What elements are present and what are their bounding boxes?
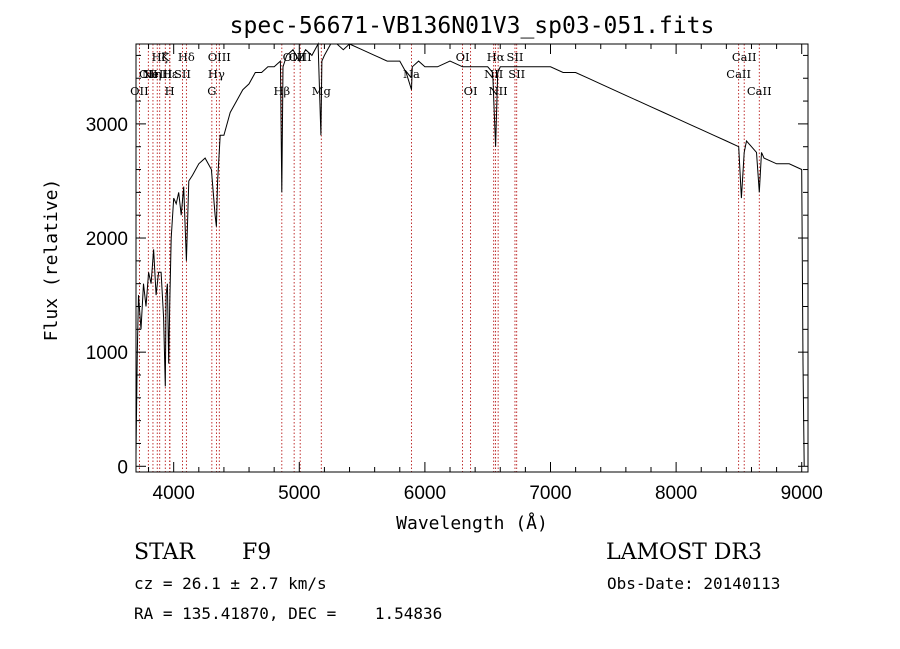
spectrum-line [135, 42, 805, 467]
spectral-line-markers [138, 44, 760, 472]
x-tick-label-6000: 6000 [404, 483, 446, 504]
chart-title: spec-56671-VB136N01V3_sp03-051.fits [230, 13, 715, 39]
line-label-13: Hβ [273, 84, 290, 98]
line-label-0: OII [130, 84, 149, 98]
x-tick-label-4000: 4000 [153, 483, 195, 504]
line-label-17: Na [403, 67, 420, 81]
y-tick-label-3000: 3000 [86, 115, 128, 136]
line-label-16: Mg [312, 84, 332, 98]
x-tick-label-5000: 5000 [278, 483, 320, 504]
object-subclass: F9 [242, 540, 272, 565]
line-label-22: NII [489, 84, 508, 98]
axes: 4000 5000 6000 7000 8000 9000 0 1000 2000 3000 [86, 43, 823, 504]
y-axis-label: Flux (relative) [41, 179, 62, 342]
y-tick-label-2000: 2000 [86, 229, 128, 250]
line-label-5: K [161, 50, 170, 64]
line-label-1: OII [139, 67, 158, 81]
y-tick-label-1000: 1000 [86, 343, 128, 364]
line-label-27: CaII [747, 84, 772, 98]
survey-name: LAMOST DR3 [606, 540, 762, 565]
line-label-21: Hα [487, 50, 505, 64]
line-label-23: SII [506, 50, 523, 64]
x-axis-label: Wavelength (Å) [396, 512, 548, 534]
line-label-3: NeIII [142, 67, 173, 81]
line-label-18: OI [456, 50, 470, 64]
line-label-11: Hγ [208, 67, 225, 81]
line-label-9: Hδ [178, 50, 195, 64]
observation-date: Obs-Date: 20140113 [607, 574, 781, 593]
line-label-7: Hε [162, 67, 178, 81]
y-tick-label-0: 0 [117, 457, 128, 478]
x-tick-label-7000: 7000 [529, 483, 571, 504]
coordinates: RA = 135.41870, DEC = 1.54836 [134, 604, 443, 623]
spectral-line-labels: OIIOIIHηNeIIIHζKHHεSIIHδGHγOIIIHβOIIIOII… [130, 50, 772, 98]
line-label-6: H [165, 84, 175, 98]
x-tick-label-9000: 9000 [781, 483, 823, 504]
line-label-20: NII [484, 67, 503, 81]
line-label-10: G [207, 84, 216, 98]
plot-frame [135, 43, 809, 473]
object-class: STAR [134, 540, 195, 565]
line-label-25: CaII [726, 67, 751, 81]
redshift-cz: cz = 26.1 ± 2.7 km/s [134, 574, 327, 593]
line-label-12: OIII [208, 50, 231, 64]
x-tick-label-8000: 8000 [655, 483, 697, 504]
line-label-26: CaII [732, 50, 757, 64]
line-label-19: OI [464, 84, 478, 98]
line-label-15: OIII [289, 50, 312, 64]
line-label-24: SII [508, 67, 525, 81]
line-label-2: Hη [144, 67, 161, 81]
line-label-8: SII [174, 67, 191, 81]
line-label-14: OIII [283, 50, 306, 64]
line-label-4: Hζ [152, 50, 168, 64]
